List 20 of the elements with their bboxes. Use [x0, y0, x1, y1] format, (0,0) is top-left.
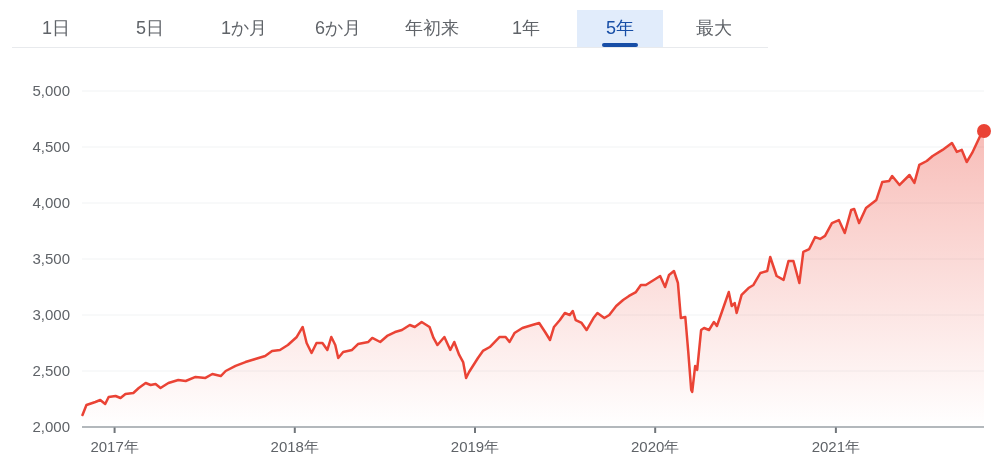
x-tick-label: 2021年 — [811, 438, 861, 455]
x-tick-label: 2020年 — [631, 438, 680, 455]
text: 1年 — [511, 18, 541, 38]
text: 6か月 — [314, 18, 362, 38]
x-tick-label: 2018年 — [270, 438, 319, 455]
text: 1か月 — [220, 18, 268, 38]
y-tick-label: 2,000 — [32, 418, 70, 435]
text: 年初来 — [405, 18, 459, 38]
y-tick-label: 4,000 — [32, 194, 70, 211]
y-tick-label: 3,000 — [32, 306, 70, 323]
y-tick-label: 5,000 — [32, 82, 70, 99]
text: 最大 — [696, 18, 732, 38]
x-tick-label: 2019年 — [450, 438, 500, 455]
text: 1日 — [41, 18, 71, 38]
x-tick-label: 2017年 — [90, 438, 139, 455]
y-tick-label: 3,500 — [32, 250, 70, 267]
y-tick-label: 4,500 — [32, 138, 70, 155]
y-tick-label: 2,500 — [32, 362, 70, 379]
text: 5日 — [135, 18, 165, 38]
text: 5年 — [605, 18, 635, 38]
